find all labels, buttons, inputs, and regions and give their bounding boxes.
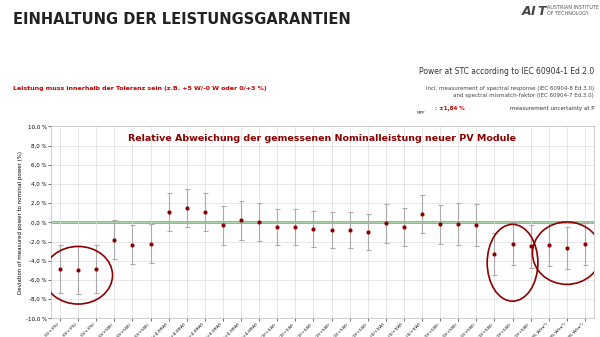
Point bbox=[436, 222, 445, 227]
Point bbox=[363, 229, 373, 235]
Point bbox=[218, 223, 228, 228]
Point bbox=[91, 267, 101, 272]
Point bbox=[381, 221, 391, 226]
Point bbox=[182, 205, 191, 211]
Point bbox=[526, 244, 535, 249]
Point bbox=[55, 266, 65, 271]
Point bbox=[580, 241, 590, 246]
Point bbox=[327, 227, 337, 233]
Point bbox=[272, 224, 282, 230]
Point bbox=[308, 226, 318, 232]
Point bbox=[490, 251, 499, 257]
Point bbox=[290, 224, 300, 230]
Text: Power at STC according to IEC 60904-1 Ed.2.0: Power at STC according to IEC 60904-1 Ed… bbox=[419, 67, 594, 76]
Point bbox=[562, 246, 572, 251]
Point bbox=[417, 211, 427, 216]
Text: : ±1,84 %: : ±1,84 % bbox=[435, 106, 465, 111]
Text: measurement uncertainty at P: measurement uncertainty at P bbox=[509, 106, 594, 111]
Point bbox=[399, 224, 409, 230]
Text: T: T bbox=[537, 5, 545, 18]
Text: A: A bbox=[522, 5, 532, 18]
Point bbox=[508, 241, 517, 246]
Point bbox=[454, 222, 463, 227]
Point bbox=[345, 227, 355, 233]
Text: Relative Abweichung der gemessenen Nominalleistung neuer PV Module: Relative Abweichung der gemessenen Nomin… bbox=[128, 134, 517, 143]
Point bbox=[236, 218, 246, 223]
Point bbox=[472, 223, 481, 228]
Point bbox=[200, 209, 209, 215]
Text: MPP: MPP bbox=[417, 111, 425, 115]
Y-axis label: Deviation of measured power to nominal power (%): Deviation of measured power to nominal p… bbox=[18, 151, 23, 294]
Text: I: I bbox=[531, 5, 536, 18]
Point bbox=[146, 241, 155, 246]
Point bbox=[128, 242, 137, 247]
Text: AUSTRIAN INSTITUTE
OF TECHNOLOGY: AUSTRIAN INSTITUTE OF TECHNOLOGY bbox=[547, 5, 599, 16]
Text: Leistung muss innerhalb der Toleranz sein (z.B. +5 W/-0 W oder 0/+3 %): Leistung muss innerhalb der Toleranz sei… bbox=[13, 86, 267, 91]
Point bbox=[110, 237, 119, 242]
Point bbox=[544, 242, 554, 247]
Text: EINHALTUNG DER LEISTUNGSGARANTIEN: EINHALTUNG DER LEISTUNGSGARANTIEN bbox=[13, 12, 351, 27]
Point bbox=[73, 268, 83, 273]
Point bbox=[254, 219, 264, 225]
Point bbox=[164, 209, 173, 215]
Text: incl. measurement of spectral response (IEC 60904-8 Ed.3.0)
and spectral mismatc: incl. measurement of spectral response (… bbox=[426, 86, 594, 97]
